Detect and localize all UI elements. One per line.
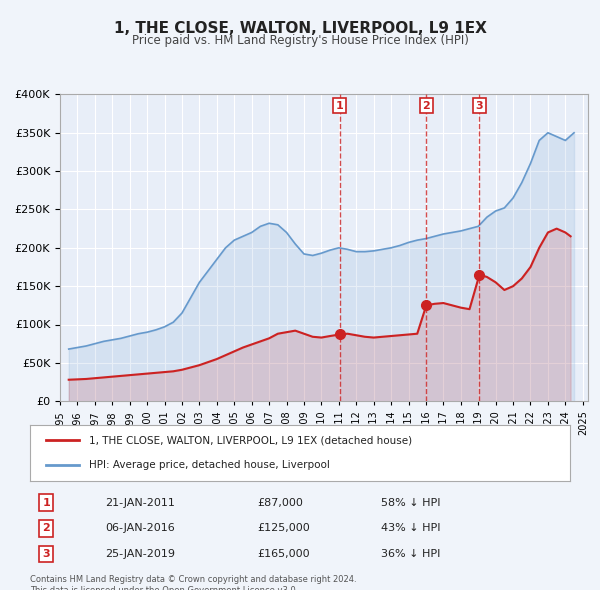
Text: 2: 2 (43, 523, 50, 533)
Text: 36% ↓ HPI: 36% ↓ HPI (381, 549, 440, 559)
Text: 06-JAN-2016: 06-JAN-2016 (106, 523, 175, 533)
Text: 3: 3 (476, 100, 483, 110)
Text: 25-JAN-2019: 25-JAN-2019 (106, 549, 176, 559)
Text: £87,000: £87,000 (257, 497, 302, 507)
Text: 3: 3 (43, 549, 50, 559)
Text: Price paid vs. HM Land Registry's House Price Index (HPI): Price paid vs. HM Land Registry's House … (131, 34, 469, 47)
Text: 2: 2 (422, 100, 430, 110)
Text: 1: 1 (43, 497, 50, 507)
Text: 43% ↓ HPI: 43% ↓ HPI (381, 523, 440, 533)
Text: 58% ↓ HPI: 58% ↓ HPI (381, 497, 440, 507)
Text: £165,000: £165,000 (257, 549, 310, 559)
Text: 1, THE CLOSE, WALTON, LIVERPOOL, L9 1EX: 1, THE CLOSE, WALTON, LIVERPOOL, L9 1EX (113, 21, 487, 35)
Text: Contains HM Land Registry data © Crown copyright and database right 2024.
This d: Contains HM Land Registry data © Crown c… (30, 575, 356, 590)
Text: 1: 1 (336, 100, 344, 110)
Text: HPI: Average price, detached house, Liverpool: HPI: Average price, detached house, Live… (89, 460, 330, 470)
Text: 21-JAN-2011: 21-JAN-2011 (106, 497, 175, 507)
Text: £125,000: £125,000 (257, 523, 310, 533)
Text: 1, THE CLOSE, WALTON, LIVERPOOL, L9 1EX (detached house): 1, THE CLOSE, WALTON, LIVERPOOL, L9 1EX … (89, 435, 413, 445)
